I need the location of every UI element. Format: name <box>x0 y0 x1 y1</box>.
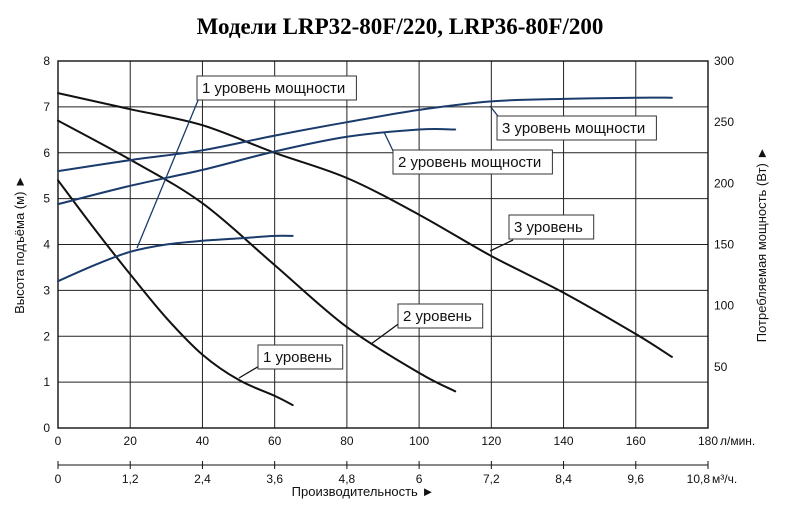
y-left-tick-label: 6 <box>43 146 50 160</box>
x-primary-tick-label: 40 <box>196 434 210 448</box>
x-secondary-tick-label: 7,2 <box>483 472 500 486</box>
y-left-tick-label: 0 <box>43 421 50 435</box>
x-primary-tick-label: 100 <box>409 434 429 448</box>
callout-label: 2 уровень мощности <box>398 154 541 171</box>
y-right-tick-label: 200 <box>714 176 734 190</box>
y-right-tick-label: 250 <box>714 115 734 129</box>
x-secondary-tick-label: 1,2 <box>122 472 139 486</box>
x-primary-unit: л/мин. <box>720 434 755 448</box>
chart-title: Модели LRP32-80F/220, LRP36-80F/200 <box>196 14 604 39</box>
x-primary-tick-label: 60 <box>268 434 282 448</box>
callout-leader-line <box>136 97 200 249</box>
callout-label: 3 уровень <box>514 219 583 236</box>
callout-box <box>392 149 553 175</box>
x-primary-tick-label: 140 <box>554 434 574 448</box>
head-curve <box>57 179 294 407</box>
callout-label: 1 уровень мощности <box>202 80 345 97</box>
x-primary-tick-label: 160 <box>626 434 646 448</box>
callout-leader-line <box>370 321 402 345</box>
x-secondary-tick-label: 0 <box>55 472 62 486</box>
x-primary-tick-label: 0 <box>55 434 62 448</box>
x-secondary-tick-label: 6 <box>416 472 423 486</box>
y-right-tick-label: 150 <box>714 238 734 252</box>
y-right-tick-label: 100 <box>714 299 734 313</box>
callout-label: 1 уровень <box>263 349 332 366</box>
x-primary-tick-label: 80 <box>340 434 354 448</box>
callout-box <box>257 344 344 370</box>
y-left-tick-label: 8 <box>43 54 50 68</box>
plot-frame <box>57 60 709 429</box>
y-left-tick-label: 5 <box>43 192 50 206</box>
x-secondary-unit: м³/ч. <box>712 472 737 486</box>
x-secondary-tick-label: 4,8 <box>339 472 356 486</box>
x-axis-label: Производительность ► <box>292 484 435 499</box>
x-primary-tick-label: 20 <box>124 434 138 448</box>
y-left-axis-label: Высота подъёма (м) ► <box>12 175 27 314</box>
callout-box <box>397 303 484 329</box>
callout-box <box>496 115 657 141</box>
x-secondary-tick-label: 3,6 <box>266 472 283 486</box>
callout-leader-line <box>238 364 262 379</box>
power-curve <box>57 127 457 206</box>
y-left-tick-label: 3 <box>43 283 50 297</box>
y-left-tick-label: 7 <box>43 100 50 114</box>
y-left-tick-label: 1 <box>43 375 50 389</box>
x-secondary-tick-label: 10,8 <box>687 472 711 486</box>
y-right-tick-label: 50 <box>714 360 728 374</box>
x-secondary-tick-label: 2,4 <box>194 472 211 486</box>
y-left-tick-label: 4 <box>43 238 50 252</box>
callout-box <box>196 75 357 101</box>
callout-leader-line <box>489 239 514 252</box>
callout-label: 2 уровень <box>403 308 472 325</box>
head-curve <box>57 92 673 358</box>
y-left-tick-label: 2 <box>43 329 50 343</box>
callout-box <box>508 214 595 240</box>
y-right-tick-label: 300 <box>714 54 734 68</box>
power-curve <box>57 96 673 173</box>
x-secondary-tick-label: 8,4 <box>555 472 572 486</box>
x-secondary-tick-label: 9,6 <box>627 472 644 486</box>
power-curve <box>57 234 294 283</box>
callout-label: 3 уровень мощности <box>502 120 645 137</box>
y-right-axis-label: Потребляемая мощность (Вт) ► <box>754 147 769 343</box>
x-primary-tick-label: 180 <box>698 434 718 448</box>
x-primary-tick-label: 120 <box>481 434 501 448</box>
